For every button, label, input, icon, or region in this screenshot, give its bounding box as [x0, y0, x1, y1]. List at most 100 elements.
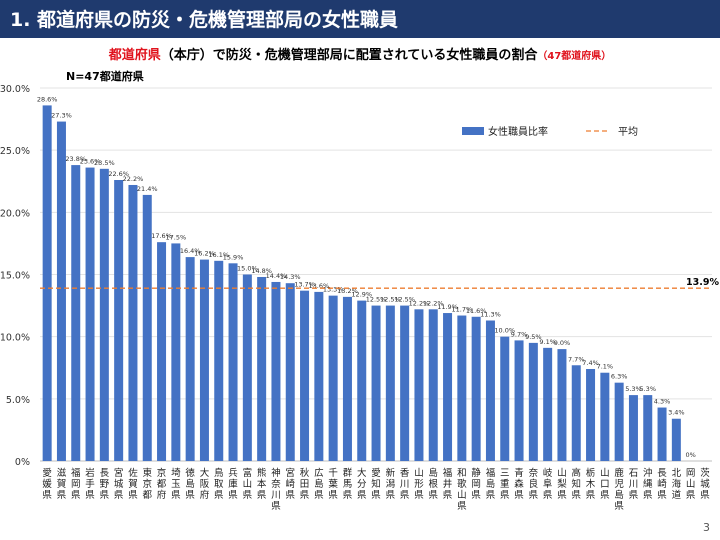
bar: [557, 349, 567, 461]
bar: [543, 347, 553, 461]
x-tick-label-char: 県: [571, 490, 581, 501]
legend-swatch-bar: [462, 127, 484, 135]
bar: [485, 320, 495, 461]
x-tick-label-char: 井: [443, 478, 453, 490]
data-label: 5.3%: [625, 385, 642, 393]
x-tick-label-char: 鹿: [614, 467, 624, 479]
x-tick-label-char: 岐: [543, 467, 553, 479]
x-tick-label-char: 川: [400, 479, 410, 490]
x-tick-label-char: 潟: [386, 478, 396, 490]
x-tick-label-char: 福: [443, 467, 453, 479]
x-tick-label-char: 広: [314, 467, 324, 479]
x-tick-label-char: 馬: [343, 479, 353, 490]
average-label: 13.9%: [686, 277, 719, 288]
x-tick-label-char: 奈: [529, 467, 539, 479]
x-tick-label-char: 梨: [557, 478, 567, 490]
x-tick-label-char: 県: [214, 490, 224, 501]
x-tick-label-char: 石: [629, 468, 639, 479]
x-tick-label-char: 島: [428, 467, 438, 479]
x-tick-label-char: 静: [471, 467, 481, 479]
x-tick-label-char: 手: [85, 478, 95, 490]
x-tick-label-char: 賀: [57, 478, 67, 490]
data-label: 13.6%: [309, 282, 330, 290]
x-tick-label-char: 山: [557, 468, 567, 479]
x-tick-label-char: 京: [157, 467, 167, 479]
data-label: 14.4%: [266, 272, 287, 280]
x-tick-label-char: 栃: [586, 467, 596, 479]
data-label: 17.5%: [166, 233, 187, 241]
x-tick-label-char: 県: [100, 490, 110, 501]
bar: [85, 167, 95, 461]
bar: [571, 365, 581, 461]
bar: [471, 316, 481, 461]
bar: [514, 340, 524, 461]
data-label: 9.7%: [511, 330, 528, 338]
bar: [342, 296, 352, 461]
x-tick-label-char: 阜: [543, 478, 553, 490]
x-tick-label-char: 兵: [228, 467, 238, 479]
x-tick-label-char: 山: [600, 468, 610, 479]
x-tick-label-char: 口: [600, 479, 610, 490]
x-tick-label-char: 城: [114, 479, 124, 490]
data-label: 15.9%: [223, 253, 244, 261]
x-tick-label-char: 岡: [71, 479, 81, 490]
x-tick-label-char: 県: [228, 490, 238, 501]
x-tick-label-char: 県: [457, 501, 467, 512]
x-tick-label-char: 県: [314, 490, 324, 501]
x-tick-label-char: 分: [357, 479, 367, 490]
bar: [628, 395, 638, 461]
data-label: 23.5%: [94, 159, 115, 167]
x-tick-label-char: 大: [357, 467, 367, 479]
x-tick-label-char: 媛: [42, 478, 52, 490]
x-tick-label-char: 和: [457, 468, 467, 479]
x-tick-label-char: 茨: [700, 467, 710, 479]
x-tick-label-char: 県: [71, 490, 81, 501]
x-tick-label-char: 三: [500, 468, 510, 479]
x-tick-label-char: 佐: [128, 467, 138, 479]
data-label: 22.6%: [108, 170, 129, 178]
bar: [300, 290, 310, 461]
data-label: 16.2%: [194, 250, 215, 258]
data-label: 12.5%: [366, 296, 387, 304]
x-tick-label-char: 取: [214, 479, 224, 490]
x-tick-label-char: 道: [672, 489, 682, 501]
data-label: 12.2%: [409, 299, 430, 307]
x-tick-label-char: 県: [657, 490, 667, 501]
data-label: 14.3%: [280, 273, 301, 281]
x-tick-label-char: 木: [586, 478, 596, 490]
x-tick-label-char: 崎: [657, 478, 667, 490]
x-tick-label-char: 庫: [228, 478, 238, 490]
x-tick-label-char: 賀: [128, 478, 138, 490]
bar: [643, 395, 653, 461]
x-tick-label-char: 県: [257, 490, 267, 501]
data-label: 12.2%: [423, 299, 444, 307]
data-label: 23.8%: [65, 155, 86, 163]
bar: [242, 274, 252, 461]
data-label: 13.7%: [294, 281, 315, 289]
bar: [614, 382, 624, 461]
x-tick-label-char: 宮: [114, 467, 124, 479]
x-tick-label-char: 県: [600, 490, 610, 501]
bar: [271, 281, 281, 461]
data-label: 9.0%: [554, 339, 571, 347]
x-tick-label-char: 県: [486, 490, 496, 501]
bar: [528, 342, 538, 461]
x-tick-label-char: 児: [614, 479, 624, 490]
x-tick-label-char: 埼: [171, 467, 181, 479]
x-tick-label-char: 沖: [643, 467, 653, 479]
y-tick-label: 0%: [15, 457, 30, 468]
bar: [428, 309, 438, 461]
bar: [371, 305, 381, 461]
x-tick-label-char: 県: [171, 490, 181, 501]
x-tick-label-char: 福: [71, 467, 81, 479]
bar: [443, 313, 453, 461]
y-tick-label: 15.0%: [0, 271, 30, 282]
x-tick-label-char: 知: [571, 478, 581, 490]
x-tick-label-char: 川: [629, 479, 639, 490]
bar: [56, 121, 66, 461]
x-tick-label-char: 県: [42, 490, 52, 501]
x-tick-label-char: 県: [686, 490, 696, 501]
x-tick-label-char: 森: [514, 478, 524, 490]
data-label: 5.3%: [639, 385, 656, 393]
